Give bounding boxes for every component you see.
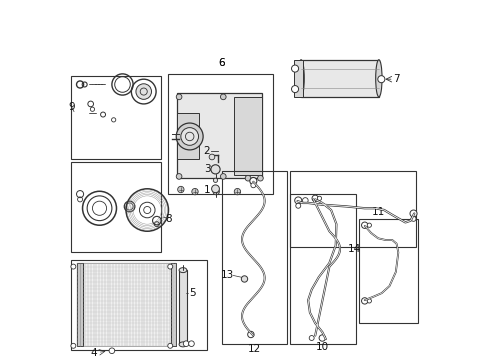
Circle shape bbox=[167, 343, 172, 348]
Text: 11: 11 bbox=[371, 207, 385, 217]
Text: 8: 8 bbox=[165, 214, 171, 224]
Circle shape bbox=[211, 185, 219, 193]
Text: 7: 7 bbox=[392, 74, 399, 84]
Circle shape bbox=[361, 298, 367, 304]
Bar bbox=[290, 194, 355, 345]
Circle shape bbox=[319, 335, 325, 341]
Circle shape bbox=[176, 174, 182, 179]
Text: 12: 12 bbox=[247, 344, 260, 354]
Circle shape bbox=[311, 195, 318, 202]
Circle shape bbox=[183, 341, 188, 347]
Circle shape bbox=[210, 165, 220, 174]
Circle shape bbox=[247, 331, 254, 338]
Circle shape bbox=[167, 264, 172, 269]
Bar bbox=[179, 270, 186, 345]
Circle shape bbox=[361, 222, 367, 228]
Bar bbox=[177, 113, 198, 159]
Circle shape bbox=[71, 264, 76, 269]
Bar bbox=[77, 263, 175, 346]
Circle shape bbox=[257, 175, 263, 181]
Bar bbox=[290, 171, 415, 247]
Circle shape bbox=[191, 188, 198, 195]
Text: 10: 10 bbox=[315, 342, 328, 352]
Circle shape bbox=[220, 94, 225, 100]
Bar bbox=[71, 260, 207, 350]
Circle shape bbox=[295, 203, 300, 208]
Text: 4: 4 bbox=[91, 348, 97, 358]
Ellipse shape bbox=[375, 60, 381, 97]
Circle shape bbox=[181, 128, 198, 145]
Circle shape bbox=[291, 86, 298, 93]
Circle shape bbox=[317, 196, 321, 201]
Circle shape bbox=[291, 65, 298, 72]
Circle shape bbox=[241, 276, 247, 282]
Text: 6: 6 bbox=[218, 58, 224, 68]
Text: 6: 6 bbox=[218, 58, 224, 68]
Text: 9: 9 bbox=[68, 103, 75, 112]
Circle shape bbox=[366, 299, 371, 303]
Text: 2: 2 bbox=[203, 145, 210, 156]
Circle shape bbox=[109, 348, 115, 354]
Circle shape bbox=[176, 94, 182, 100]
Text: 14: 14 bbox=[347, 244, 360, 254]
Circle shape bbox=[220, 174, 225, 179]
Circle shape bbox=[209, 154, 214, 160]
Ellipse shape bbox=[297, 60, 304, 97]
Circle shape bbox=[410, 216, 415, 221]
Circle shape bbox=[213, 178, 217, 183]
Text: 5: 5 bbox=[188, 288, 195, 298]
Bar bbox=[77, 263, 83, 346]
Circle shape bbox=[176, 123, 203, 150]
Text: 3: 3 bbox=[203, 165, 210, 174]
Circle shape bbox=[234, 188, 240, 195]
Text: 13: 13 bbox=[221, 270, 234, 280]
Bar bbox=[293, 60, 302, 97]
Bar bbox=[221, 171, 286, 345]
Circle shape bbox=[377, 76, 384, 83]
Text: 1: 1 bbox=[203, 185, 210, 194]
Circle shape bbox=[244, 175, 250, 181]
Circle shape bbox=[188, 341, 194, 347]
Circle shape bbox=[294, 197, 301, 204]
Ellipse shape bbox=[179, 342, 186, 347]
Circle shape bbox=[249, 177, 256, 185]
Bar bbox=[301, 60, 378, 97]
Circle shape bbox=[302, 198, 307, 203]
Bar bbox=[168, 74, 272, 194]
Ellipse shape bbox=[179, 267, 186, 273]
Bar bbox=[359, 219, 417, 323]
Circle shape bbox=[250, 183, 255, 188]
Circle shape bbox=[366, 223, 371, 228]
Circle shape bbox=[409, 210, 416, 217]
Bar bbox=[233, 97, 262, 175]
Bar bbox=[170, 263, 175, 346]
Bar bbox=[177, 93, 262, 178]
Circle shape bbox=[136, 84, 151, 99]
Circle shape bbox=[308, 336, 313, 341]
Bar bbox=[71, 76, 161, 159]
Circle shape bbox=[71, 343, 76, 348]
Circle shape bbox=[213, 188, 219, 195]
Circle shape bbox=[177, 186, 183, 193]
Bar bbox=[71, 162, 161, 252]
